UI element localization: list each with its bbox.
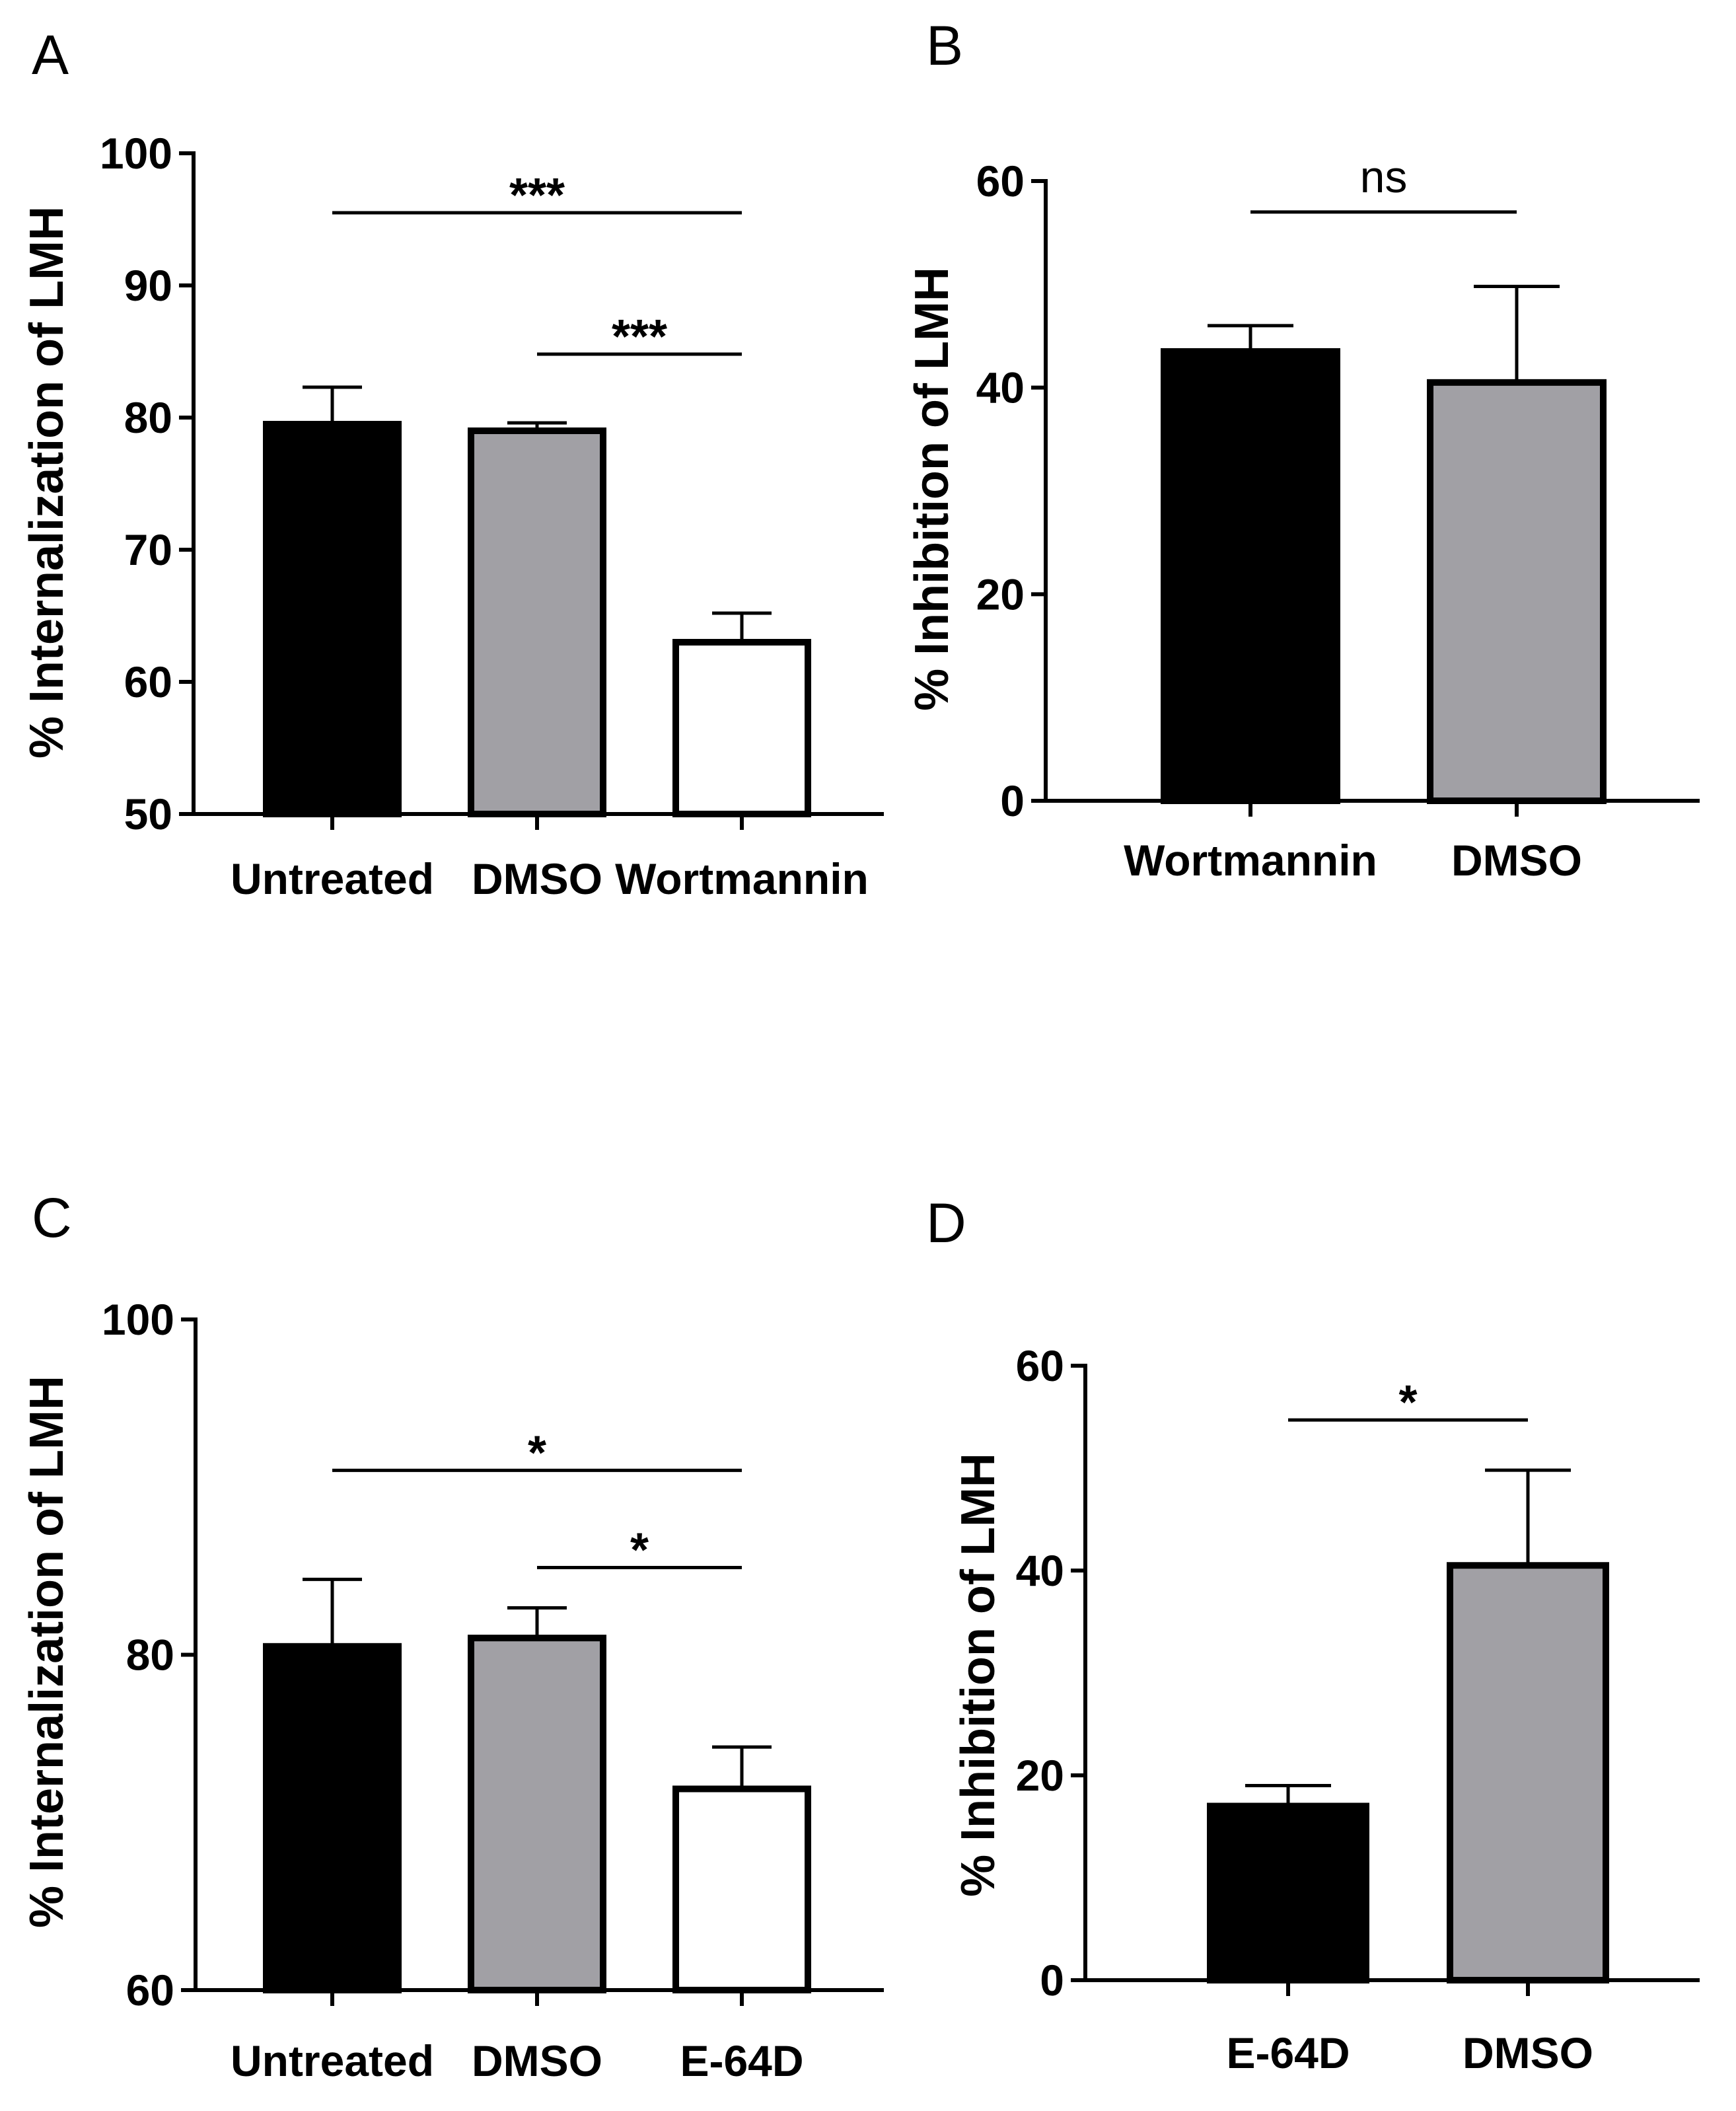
panel-letter: B	[926, 15, 963, 77]
bar-dmso	[1447, 1562, 1609, 1983]
bar-dmso	[1427, 379, 1607, 804]
panel-d: D % Inhibition of LMH 0 20 40 60 E-64D DMSO *	[926, 1192, 1700, 2077]
y-tick-label: 20	[1016, 1751, 1064, 1800]
x-tick-label: E-64D	[680, 2036, 803, 2085]
bar-untreated	[263, 1643, 402, 1993]
y-tick-label: 80	[126, 1631, 174, 1680]
significance-label: *	[1398, 1376, 1417, 1429]
bar-e-64d	[672, 1785, 811, 1993]
y-axis-title: % Inhibition of LMH	[906, 267, 958, 711]
y-tick-label: 100	[100, 129, 172, 178]
significance-label: ***	[509, 169, 565, 222]
y-tick-label: 60	[976, 157, 1025, 205]
significance-label: *	[630, 1524, 649, 1577]
y-axis-title: % Internalization of LMH	[20, 1376, 73, 1928]
panel-a: A % Internalization of LMH 50 60 70 80 90 100 Un…	[20, 24, 884, 903]
x-tick-label: Wortmannin	[1124, 836, 1377, 885]
y-tick-label: 60	[124, 657, 172, 706]
y-tick-label: 0	[1000, 776, 1025, 825]
y-axis-title: % Internalization of LMH	[20, 206, 73, 759]
panel-c: C % Internalization of LMH 60 80 100 Untreate…	[20, 1187, 884, 2085]
x-tick-label: DMSO	[1451, 836, 1582, 885]
y-tick-label: 80	[124, 393, 172, 442]
significance-label: ns	[1360, 152, 1408, 202]
bar-wortmannin	[1161, 348, 1340, 804]
bar-wortmannin	[672, 639, 811, 817]
x-tick-label: DMSO	[1463, 2028, 1593, 2077]
y-tick-label: 40	[1016, 1546, 1064, 1595]
bar-untreated	[263, 421, 402, 817]
bar-e-64d	[1207, 1802, 1369, 1983]
y-tick-label: 50	[124, 790, 172, 838]
panel-letter: C	[32, 1187, 72, 1249]
y-axis-title: % Inhibition of LMH	[952, 1453, 1005, 1897]
y-tick-label: 70	[124, 525, 172, 574]
x-tick-label: Untreated	[231, 854, 434, 903]
x-tick-label: Untreated	[231, 2036, 434, 2085]
y-tick-label: 90	[124, 261, 172, 310]
y-tick-label: 0	[1040, 1956, 1064, 2005]
panel-b: B % Inhibition of LMH 0 20 40 60 Wortmannin DMS…	[906, 15, 1700, 885]
x-tick-label: DMSO	[472, 854, 602, 903]
y-tick-label: 60	[1016, 1341, 1064, 1390]
bar-dmso	[468, 1635, 606, 1993]
x-tick-label: E-64D	[1226, 2028, 1350, 2077]
panel-letter: A	[32, 24, 69, 86]
y-tick-label: 100	[102, 1295, 174, 1344]
x-tick-label: Wortmannin	[615, 854, 869, 903]
significance-label: *	[528, 1426, 546, 1479]
significance-label: ***	[612, 311, 667, 363]
y-tick-label: 40	[976, 363, 1025, 412]
y-tick-label: 20	[976, 570, 1025, 618]
y-tick-label: 60	[126, 1966, 174, 2015]
panel-letter: D	[926, 1192, 966, 1254]
x-tick-label: DMSO	[472, 2036, 602, 2085]
bar-dmso	[468, 427, 606, 817]
